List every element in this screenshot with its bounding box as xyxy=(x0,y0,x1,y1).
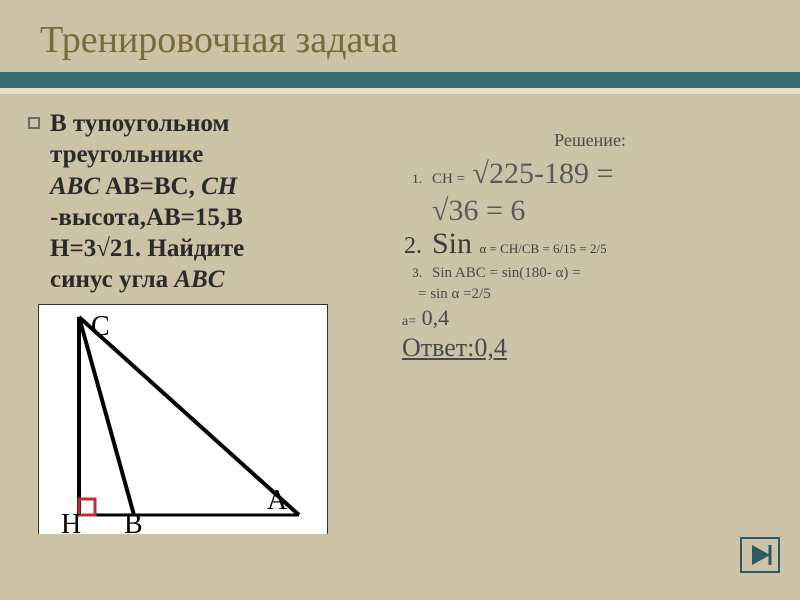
content-area: В тупоугольном треугольнике ABC AB=BC, C… xyxy=(0,94,800,534)
s4-val: 0,4 xyxy=(422,305,450,330)
line-CA xyxy=(79,317,299,515)
label-A: A xyxy=(267,485,288,516)
solution-column: Решение: 1. CH = √225-189 = √36 = 6 2. S… xyxy=(398,108,782,534)
step-3b: = sin α =2/5 xyxy=(398,286,782,303)
problem-l5: H=3√21. Найдите xyxy=(50,235,244,262)
problem-l3c: CH xyxy=(201,173,237,200)
s2-sin: Sin xyxy=(432,227,480,260)
step-1: 1. CH = √225-189 = xyxy=(398,157,782,190)
slide-title: Тренировочная задача xyxy=(0,0,800,72)
next-button[interactable] xyxy=(740,537,780,578)
s4-prefix: a= xyxy=(402,314,416,329)
step-1-text: CH = √225-189 = xyxy=(432,157,613,190)
step-3-text: Sin ABC = sin(180- α) = xyxy=(432,265,581,282)
s1-prefix: CH = xyxy=(432,171,465,187)
geometry-diagram: C H B A xyxy=(38,304,328,534)
label-C: C xyxy=(91,311,110,342)
next-icon xyxy=(740,537,780,573)
step-1b: √36 = 6 xyxy=(398,194,782,227)
step-3: 3. Sin ABC = sin(180- α) = xyxy=(398,265,782,282)
problem-l3b: AB=BC, xyxy=(100,173,201,200)
problem-l6a: синус угла xyxy=(50,266,174,293)
step-num-1: 1. xyxy=(398,171,422,187)
diagram-svg: C H B A xyxy=(39,305,329,535)
problem-text: В тупоугольном треугольнике ABC AB=BC, C… xyxy=(50,108,244,296)
label-B: B xyxy=(124,509,143,535)
step-num-3: 3. xyxy=(398,265,422,281)
line-CB xyxy=(79,317,134,515)
right-angle-marker xyxy=(79,499,95,515)
problem-l6b: ABC xyxy=(174,266,224,293)
step-4: a= 0,4 xyxy=(398,305,782,331)
left-column: В тупоугольном треугольнике ABC AB=BC, C… xyxy=(28,108,388,534)
step-2-text: Sin α = CH/CB = 6/15 = 2/5 xyxy=(432,227,607,261)
step-2: 2. Sin α = CH/CB = 6/15 = 2/5 xyxy=(398,227,782,261)
bullet-icon xyxy=(28,117,40,129)
problem-l3a: ABC xyxy=(50,173,100,200)
problem-block: В тупоугольном треугольнике ABC AB=BC, C… xyxy=(28,108,388,296)
answer: Ответ:0,4 xyxy=(398,333,782,363)
s1-main: √225-189 = xyxy=(473,157,614,190)
problem-l2: треугольнике xyxy=(50,141,203,168)
step-num-2: 2. xyxy=(398,233,422,260)
divider-dark xyxy=(0,72,800,88)
s2-rest: α = CH/CB = 6/15 = 2/5 xyxy=(480,241,607,256)
problem-l4: -высота,AB=15,B xyxy=(50,204,243,231)
solution-header: Решение: xyxy=(398,130,782,151)
label-H: H xyxy=(61,509,81,535)
problem-l1: В тупоугольном xyxy=(50,110,229,137)
